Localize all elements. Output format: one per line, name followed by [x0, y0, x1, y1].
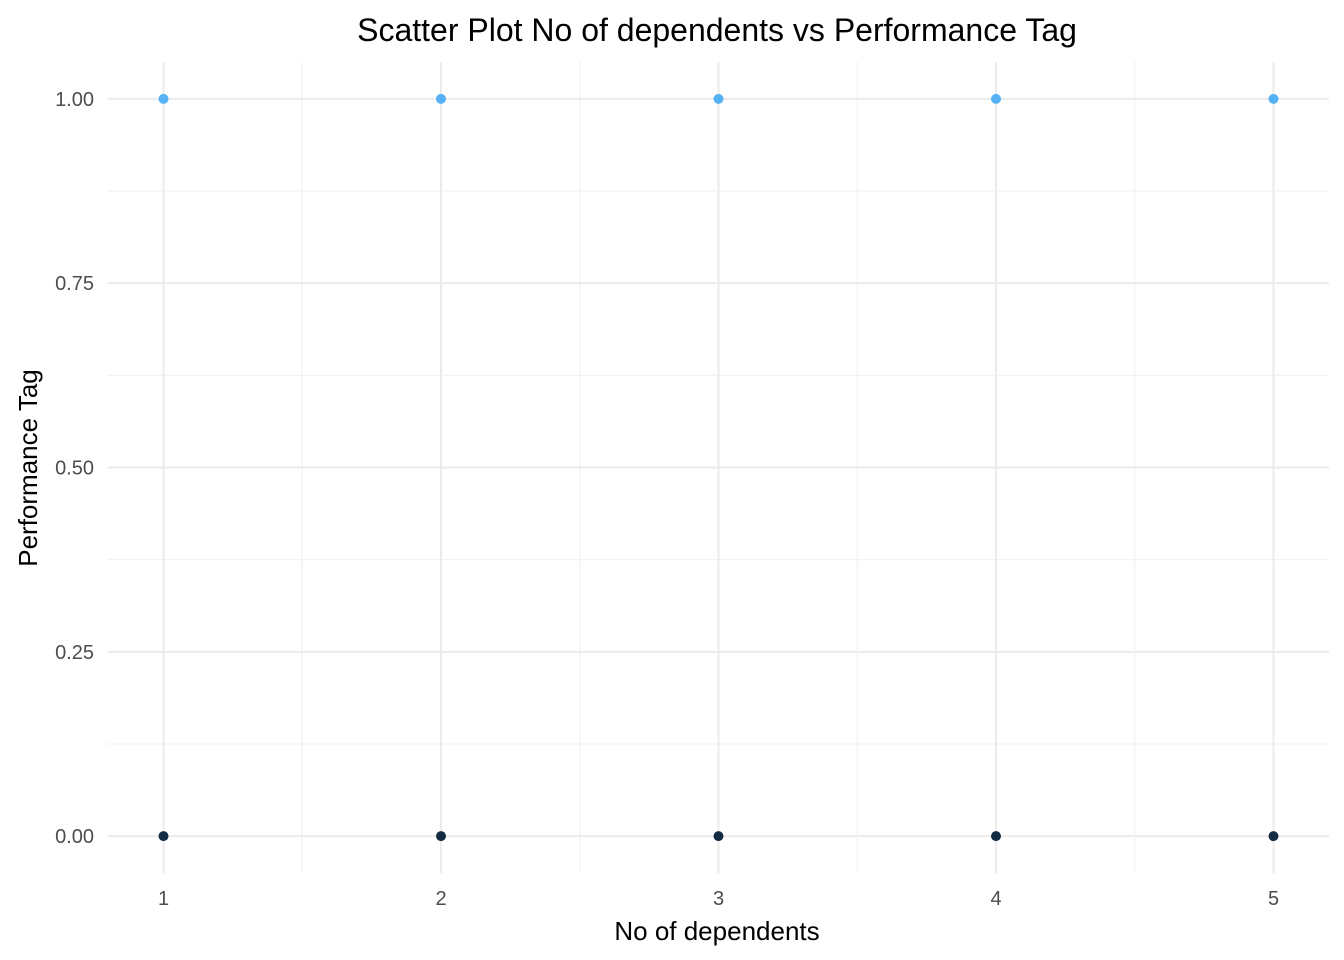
x-tick-label: 1 — [158, 888, 169, 910]
scatter-point — [713, 93, 724, 104]
scatter-point — [991, 93, 1001, 104]
y-tick-label: 0.00 — [55, 826, 94, 848]
x-tick-label: 2 — [435, 888, 446, 910]
y-tick-label: 0.50 — [55, 458, 94, 480]
x-tick-label: 4 — [990, 888, 1001, 910]
scatter-point — [436, 93, 446, 104]
scatter-point — [436, 831, 446, 842]
scatter-point — [713, 831, 724, 842]
scatter-point — [1268, 93, 1279, 104]
data-points — [158, 93, 1279, 842]
x-tick-labels: 1 2 3 4 5 — [158, 888, 1279, 910]
y-tick-label: 1.00 — [55, 89, 94, 111]
scatter-point — [1268, 831, 1279, 842]
y-tick-label: 0.75 — [55, 273, 94, 295]
scatter-point — [158, 93, 169, 104]
y-tick-labels: 0.00 0.25 0.50 0.75 1.00 — [55, 89, 94, 848]
x-axis-title: No of dependents — [614, 916, 819, 946]
x-tick-label: 3 — [713, 888, 724, 910]
y-tick-label: 0.25 — [55, 642, 94, 664]
chart-title: Scatter Plot No of dependents vs Perform… — [357, 12, 1077, 48]
scatter-point — [158, 831, 169, 842]
x-tick-label: 5 — [1268, 888, 1279, 910]
scatter-point — [991, 831, 1001, 842]
y-axis-title: Performance Tag — [13, 369, 43, 567]
